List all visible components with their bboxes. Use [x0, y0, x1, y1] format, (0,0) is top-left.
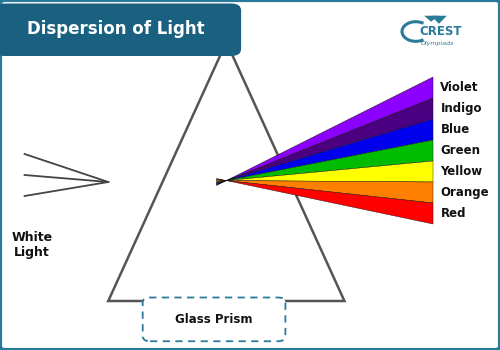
Polygon shape: [424, 16, 439, 22]
Text: Violet: Violet: [440, 81, 479, 94]
Polygon shape: [431, 16, 447, 24]
Text: Orange: Orange: [440, 186, 489, 199]
Text: Green: Green: [440, 144, 480, 157]
Polygon shape: [216, 119, 433, 183]
Text: Dispersion of Light: Dispersion of Light: [27, 20, 204, 38]
Text: Yellow: Yellow: [440, 165, 482, 178]
Text: Red: Red: [440, 207, 466, 220]
Polygon shape: [216, 178, 433, 224]
Polygon shape: [216, 140, 433, 182]
Text: Glass Prism: Glass Prism: [176, 313, 253, 326]
Text: White
Light: White Light: [12, 231, 52, 259]
FancyBboxPatch shape: [142, 298, 286, 341]
Polygon shape: [216, 161, 433, 182]
Polygon shape: [108, 42, 344, 301]
Text: Blue: Blue: [440, 123, 470, 136]
Polygon shape: [216, 180, 433, 203]
Text: CREST: CREST: [419, 25, 462, 38]
Polygon shape: [216, 77, 433, 186]
Polygon shape: [216, 98, 433, 184]
Text: Indigo: Indigo: [440, 102, 482, 115]
FancyBboxPatch shape: [0, 4, 241, 56]
Text: Olympiads: Olympiads: [421, 41, 454, 46]
